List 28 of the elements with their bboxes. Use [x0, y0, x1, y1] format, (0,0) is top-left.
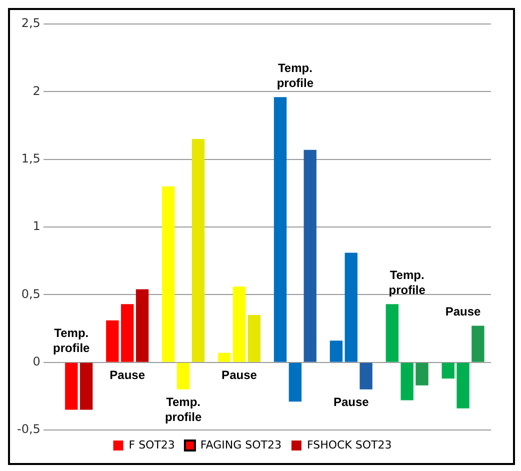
- bar: [120, 304, 134, 362]
- bar: [416, 362, 428, 386]
- bar: [304, 150, 316, 362]
- bar: [360, 362, 372, 390]
- legend-label: FSHOCK SOT23: [306, 438, 392, 452]
- y-tick-label: 2: [32, 84, 40, 98]
- y-tick-label: 1: [32, 219, 40, 234]
- annotation: Pause: [110, 368, 146, 382]
- bar: [472, 326, 484, 362]
- bar: [136, 289, 149, 362]
- bar: [65, 362, 78, 410]
- annotation: Temp. profile: [53, 326, 90, 356]
- annotation: Pause: [222, 368, 258, 382]
- annotation: Temp. profile: [164, 395, 202, 424]
- annotation: Pause: [333, 395, 370, 410]
- y-tick-label: 2,5: [21, 16, 40, 30]
- bar: [248, 314, 260, 362]
- annotation: Temp. profile: [276, 60, 314, 90]
- y-tick-label: -0,5: [16, 422, 40, 436]
- annotation: Pause: [445, 304, 482, 319]
- legend-label: FAGING SOT23: [200, 438, 282, 452]
- y-tick-label: 0: [32, 354, 40, 368]
- annotation: Temp. profile: [388, 268, 426, 297]
- bar: [192, 139, 205, 362]
- legend-label: F SOT23: [128, 438, 175, 452]
- y-tick-label: 0,5: [21, 286, 40, 301]
- y-tick-label: 1,5: [21, 151, 40, 166]
- bar: [80, 362, 93, 410]
